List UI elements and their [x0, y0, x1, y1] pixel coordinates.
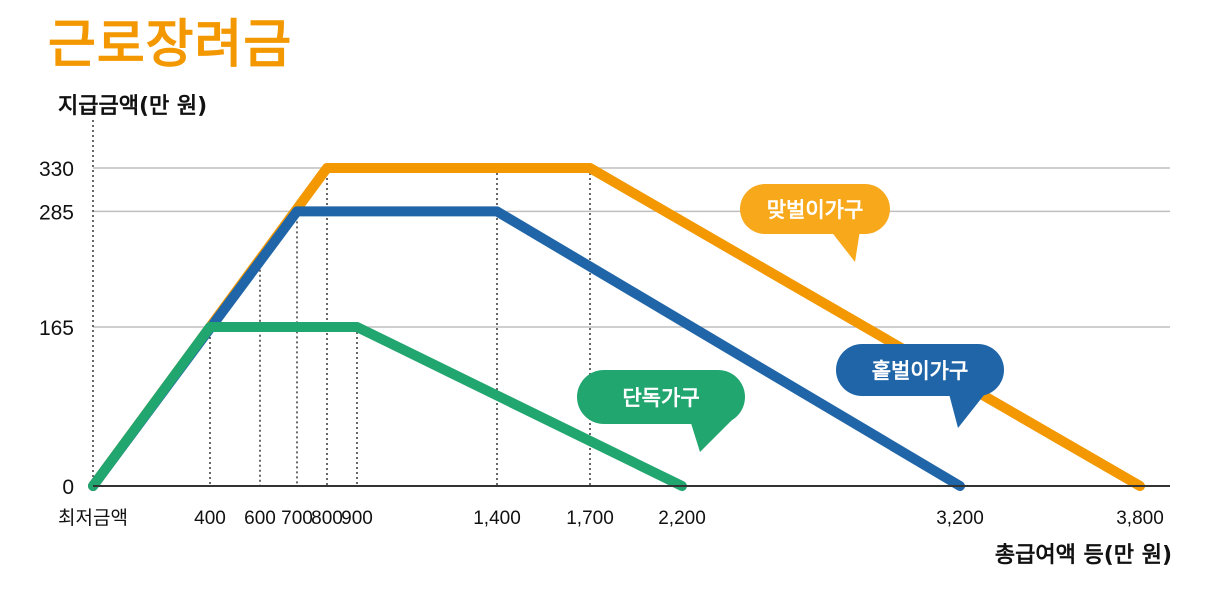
series-line-3 [88, 322, 687, 491]
x-tick-label: 700 [281, 508, 313, 529]
x-tick-label: 800 [311, 508, 343, 529]
series-layer [88, 163, 1145, 491]
x-tick-label: 2,200 [658, 508, 706, 529]
x-axis-label: 총급여액 등(만 원) [995, 543, 1172, 568]
x-tick-label: 400 [194, 508, 226, 529]
y-tick-label: 285 [39, 201, 74, 224]
x-tick-label: 1,700 [566, 508, 614, 529]
series-line-2 [88, 206, 965, 491]
guide-layer [92, 120, 591, 486]
y-tick-label: 165 [39, 317, 74, 340]
legend-label: 단독가구 [622, 386, 699, 410]
x-tick-label: 900 [341, 508, 373, 529]
y-tick-label: 330 [39, 158, 74, 181]
x-tick-label: 1,400 [473, 508, 521, 529]
chart-title: 근로장려금 [48, 15, 293, 75]
x-tick-label: 600 [244, 508, 276, 529]
legend-label: 홑벌이가구 [872, 359, 969, 383]
legend-bubble: 홑벌이가구 [836, 344, 1004, 428]
x-tick-label: 3,200 [936, 508, 984, 529]
y-tick-label: 0 [62, 476, 74, 499]
legend-bubble: 단독가구 [577, 370, 745, 452]
x-tick-label: 3,800 [1116, 508, 1164, 529]
legend-bubble: 맞벌이가구 [740, 184, 890, 262]
x-tick-label: 최저금액 [58, 507, 128, 529]
legend-label: 맞벌이가구 [767, 198, 864, 222]
y-axis-label: 지급금액(만 원) [58, 94, 207, 119]
